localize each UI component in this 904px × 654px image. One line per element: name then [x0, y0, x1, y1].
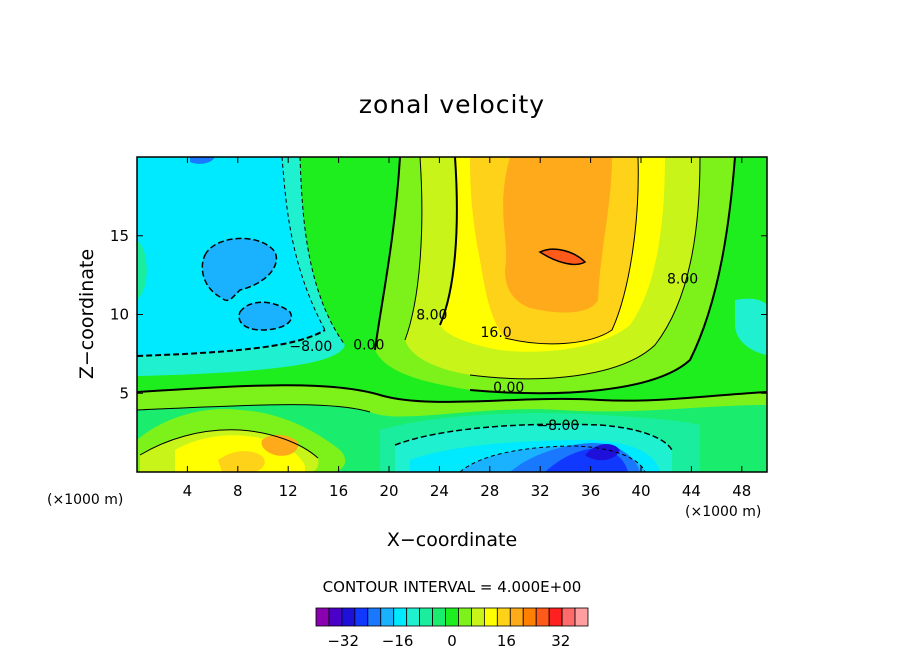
x-tick-label: 40	[631, 482, 650, 500]
colorbar-swatch	[354, 607, 369, 627]
colorbar-swatch	[341, 607, 356, 627]
contour-label: 0.00	[493, 380, 524, 396]
x-tick-label: 12	[279, 482, 298, 500]
colorbar-swatch	[458, 607, 472, 627]
contour-label: 8.00	[667, 271, 698, 287]
x-tick-label: 36	[581, 482, 600, 500]
x-tick-label: 32	[531, 482, 550, 500]
colorbar-swatch	[535, 607, 550, 627]
contour-label: −8.00	[536, 418, 579, 434]
contour-interval-label: CONTOUR INTERVAL = 4.000E+00	[323, 578, 582, 596]
colorbar-swatch	[574, 607, 589, 627]
colorbar-swatch	[419, 607, 433, 627]
colorbar-tick-label: −16	[382, 632, 414, 650]
x-unit-label-right: (×1000 m)	[685, 504, 761, 520]
colorbar-tick-label: 16	[497, 632, 516, 650]
chart-title: zonal velocity	[359, 90, 545, 119]
x-tick-label: 4	[183, 482, 193, 500]
x-tick-label: 44	[682, 482, 701, 500]
x-axis-label: X−coordinate	[387, 529, 517, 551]
x-tick-label: 24	[430, 482, 449, 500]
contour-lines	[137, 157, 767, 472]
x-tick-label: 16	[329, 482, 348, 500]
contour-label: 0.00	[353, 337, 384, 353]
colorbar-swatch	[328, 607, 343, 627]
x-tick-label: 28	[480, 482, 499, 500]
colorbar-swatch	[315, 607, 330, 627]
colorbar-swatch	[393, 607, 408, 627]
colorbar-swatch	[445, 607, 459, 627]
colorbar-swatch	[548, 607, 563, 627]
y-tick-label: 10	[110, 306, 129, 324]
y-tick-label: 5	[119, 384, 129, 402]
y-tick-label: 15	[110, 227, 129, 245]
colorbar-swatch	[483, 607, 498, 627]
colorbar: −32 −16 0 16 32	[315, 607, 589, 650]
colorbar-tick-label: 0	[447, 632, 457, 650]
contour-label: 16.0	[481, 325, 512, 341]
contour-label: 8.00	[416, 308, 447, 324]
colorbar-swatch	[471, 607, 485, 627]
colorbar-swatch	[367, 607, 382, 627]
x-tick-label: 8	[233, 482, 243, 500]
colorbar-tick-label: 32	[551, 632, 570, 650]
x-tick-label: 20	[379, 482, 398, 500]
y-axis-label: Z−coordinate	[76, 249, 98, 379]
colorbar-swatch	[406, 607, 421, 627]
contour-fill	[137, 157, 767, 472]
colorbar-swatch	[522, 607, 537, 627]
colorbar-swatch	[509, 607, 524, 627]
x-tick-label: 48	[732, 482, 751, 500]
colorbar-tick-label: −32	[327, 632, 359, 650]
colorbar-swatch	[380, 607, 395, 627]
colorbar-swatch	[496, 607, 511, 627]
colorbar-swatch	[561, 607, 576, 627]
x-unit-label-left: (×1000 m)	[47, 492, 123, 508]
contour-label: −8.00	[289, 339, 332, 355]
colorbar-swatch	[432, 607, 446, 627]
